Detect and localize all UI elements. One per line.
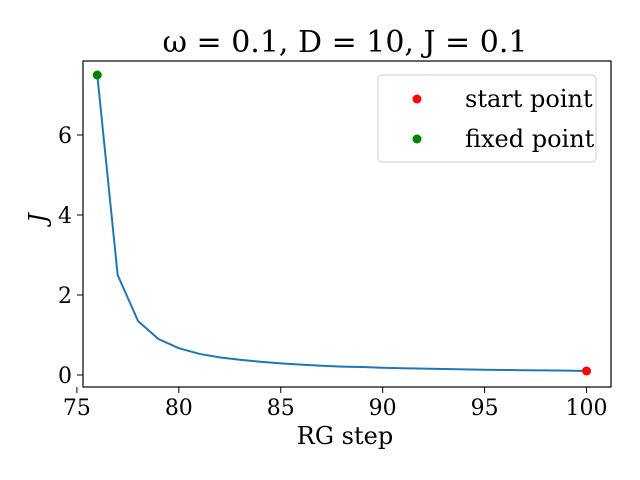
y-axis-label: J [24, 212, 52, 228]
y-tick-label: 4 [58, 204, 72, 229]
legend: start point fixed point [377, 74, 597, 163]
legend-item: start point [412, 85, 593, 113]
legend-marker [412, 94, 422, 104]
plot-area [92, 70, 592, 376]
x-axis: 75 80 85 90 95 100 [63, 387, 608, 421]
legend-label: start point [465, 85, 593, 113]
legend-label: fixed point [465, 125, 595, 153]
chart-title: ω = 0.1, D = 10, J = 0.1 [163, 25, 528, 60]
x-tick-label: 85 [267, 396, 295, 421]
y-tick-label: 2 [58, 284, 72, 309]
legend-item: fixed point [412, 125, 595, 153]
start-point-marker [582, 366, 592, 376]
y-axis: 0 2 4 6 [58, 124, 83, 389]
x-tick-label: 90 [369, 396, 397, 421]
legend-box [377, 74, 597, 163]
y-tick-label: 0 [58, 364, 72, 389]
x-axis-label: RG step [297, 422, 393, 450]
plot-frame [82, 60, 612, 388]
fixed-point-marker [92, 70, 102, 80]
x-tick-label: 80 [165, 396, 193, 421]
x-tick-label: 75 [63, 396, 91, 421]
x-tick-label: 95 [471, 396, 499, 421]
y-tick-label: 6 [58, 124, 72, 149]
x-tick-label: 100 [566, 396, 608, 421]
series-line-0 [96, 74, 587, 372]
legend-marker [412, 134, 422, 144]
